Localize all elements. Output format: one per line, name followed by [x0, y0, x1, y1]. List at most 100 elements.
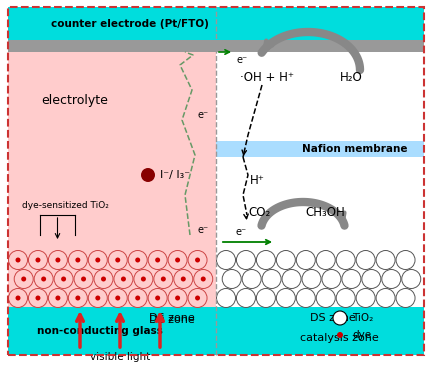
- Circle shape: [121, 276, 126, 282]
- Circle shape: [34, 269, 53, 289]
- Circle shape: [16, 296, 20, 300]
- Circle shape: [21, 276, 26, 282]
- Circle shape: [48, 289, 67, 307]
- Circle shape: [188, 250, 207, 269]
- Circle shape: [29, 250, 48, 269]
- Circle shape: [128, 250, 147, 269]
- Text: e⁻: e⁻: [235, 227, 246, 237]
- Circle shape: [216, 289, 235, 307]
- Circle shape: [337, 332, 343, 338]
- Circle shape: [222, 269, 241, 289]
- Text: ·OH + H⁺: ·OH + H⁺: [240, 71, 294, 84]
- Circle shape: [175, 296, 180, 300]
- Circle shape: [216, 250, 235, 269]
- Circle shape: [356, 250, 375, 269]
- Text: dye: dye: [352, 330, 371, 340]
- Circle shape: [128, 289, 147, 307]
- Circle shape: [55, 296, 60, 300]
- Circle shape: [316, 250, 335, 269]
- Circle shape: [81, 276, 86, 282]
- Circle shape: [396, 289, 415, 307]
- Circle shape: [188, 289, 207, 307]
- Text: e⁻: e⁻: [197, 110, 208, 120]
- Text: visible light: visible light: [90, 352, 150, 362]
- Circle shape: [95, 296, 100, 300]
- Circle shape: [356, 289, 375, 307]
- Circle shape: [101, 276, 106, 282]
- Circle shape: [333, 311, 347, 325]
- Text: H₂O: H₂O: [340, 71, 363, 84]
- Circle shape: [95, 258, 100, 262]
- Text: non-conducting glass: non-conducting glass: [37, 326, 163, 336]
- Text: H⁺: H⁺: [250, 174, 265, 186]
- Circle shape: [296, 250, 315, 269]
- Circle shape: [376, 289, 395, 307]
- Circle shape: [242, 269, 261, 289]
- Circle shape: [88, 289, 107, 307]
- Circle shape: [68, 250, 87, 269]
- Circle shape: [402, 269, 421, 289]
- Circle shape: [88, 250, 107, 269]
- Circle shape: [108, 289, 127, 307]
- Circle shape: [9, 289, 28, 307]
- Bar: [8, 40, 424, 52]
- Bar: [8, 52, 216, 307]
- Text: CH₃OH: CH₃OH: [305, 205, 345, 219]
- Text: DS zone: DS zone: [149, 313, 195, 323]
- Text: DS zone: DS zone: [149, 315, 195, 325]
- Circle shape: [262, 269, 281, 289]
- Circle shape: [155, 296, 160, 300]
- Circle shape: [74, 269, 93, 289]
- Circle shape: [362, 269, 381, 289]
- Circle shape: [48, 250, 67, 269]
- Circle shape: [201, 276, 206, 282]
- Circle shape: [181, 276, 186, 282]
- Text: Nafion membrane: Nafion membrane: [302, 144, 408, 154]
- Circle shape: [336, 289, 355, 307]
- Circle shape: [35, 258, 41, 262]
- Circle shape: [94, 269, 113, 289]
- Circle shape: [9, 250, 28, 269]
- Circle shape: [276, 289, 295, 307]
- Circle shape: [257, 289, 276, 307]
- Circle shape: [75, 296, 80, 300]
- Circle shape: [396, 250, 415, 269]
- Circle shape: [257, 250, 276, 269]
- Text: dye-sensitized TiO₂: dye-sensitized TiO₂: [22, 201, 109, 209]
- Circle shape: [302, 269, 321, 289]
- Circle shape: [195, 296, 200, 300]
- Circle shape: [155, 258, 160, 262]
- Circle shape: [75, 258, 80, 262]
- Circle shape: [35, 296, 41, 300]
- Circle shape: [236, 250, 255, 269]
- Circle shape: [174, 269, 193, 289]
- Text: e⁻: e⁻: [236, 55, 247, 65]
- Bar: [216, 141, 424, 157]
- Text: DS zone: DS zone: [310, 313, 356, 323]
- Text: e⁻: e⁻: [197, 225, 208, 235]
- Circle shape: [236, 289, 255, 307]
- Bar: [8, 7, 424, 40]
- Circle shape: [168, 289, 187, 307]
- Circle shape: [61, 276, 66, 282]
- Circle shape: [55, 258, 60, 262]
- Circle shape: [154, 269, 173, 289]
- Circle shape: [276, 250, 295, 269]
- Circle shape: [141, 168, 155, 182]
- Circle shape: [316, 289, 335, 307]
- Circle shape: [336, 250, 355, 269]
- Circle shape: [342, 269, 361, 289]
- Circle shape: [296, 289, 315, 307]
- Circle shape: [135, 296, 140, 300]
- Circle shape: [195, 258, 200, 262]
- Circle shape: [282, 269, 301, 289]
- Circle shape: [115, 296, 120, 300]
- Circle shape: [148, 289, 167, 307]
- Circle shape: [161, 276, 166, 282]
- Circle shape: [194, 269, 213, 289]
- Circle shape: [41, 276, 46, 282]
- Circle shape: [29, 289, 48, 307]
- Text: counter electrode (Pt/FTO): counter electrode (Pt/FTO): [51, 19, 209, 29]
- Text: catalysis zone: catalysis zone: [300, 333, 379, 343]
- Text: TiO₂: TiO₂: [352, 313, 373, 323]
